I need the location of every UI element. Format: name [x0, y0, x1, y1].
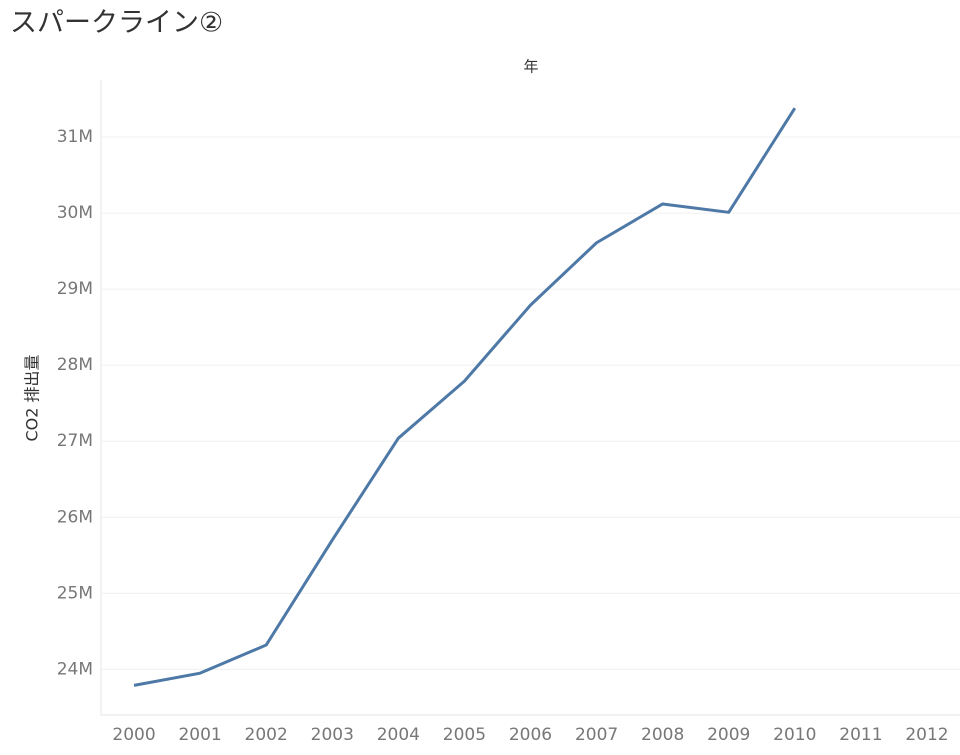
x-tick-label: 2010 [773, 725, 816, 745]
x-tick-label: 2003 [311, 725, 354, 745]
x-tick-label: 2008 [641, 725, 684, 745]
y-tick-label: 27M [57, 431, 93, 451]
x-tick-label: 2011 [839, 725, 882, 745]
y-tick-label: 29M [57, 279, 93, 299]
y-tick-label: 31M [57, 127, 93, 147]
chart-title: スパークライン② [10, 8, 223, 39]
x-axis-title: 年 [523, 58, 538, 76]
x-tick-label: 2000 [112, 725, 155, 745]
line [133, 107, 797, 687]
x-tick-label: 2012 [905, 725, 948, 745]
y-axis-title: CO2 排出量 [23, 354, 42, 441]
x-tick-label: 2007 [575, 725, 618, 745]
y-tick-label: 24M [57, 659, 93, 679]
x-tick-label: 2006 [509, 725, 552, 745]
y-tick-label: 30M [57, 203, 93, 223]
x-tick-label: 2002 [245, 725, 288, 745]
x-tick-label: 2009 [707, 725, 750, 745]
x-tick-label: 2004 [377, 725, 420, 745]
x-tick-label: 2001 [178, 725, 221, 745]
y-tick-label: 28M [57, 355, 93, 375]
y-tick-label: 26M [57, 507, 93, 527]
x-tick-label: 2005 [443, 725, 486, 745]
y-tick-label: 25M [57, 583, 93, 603]
